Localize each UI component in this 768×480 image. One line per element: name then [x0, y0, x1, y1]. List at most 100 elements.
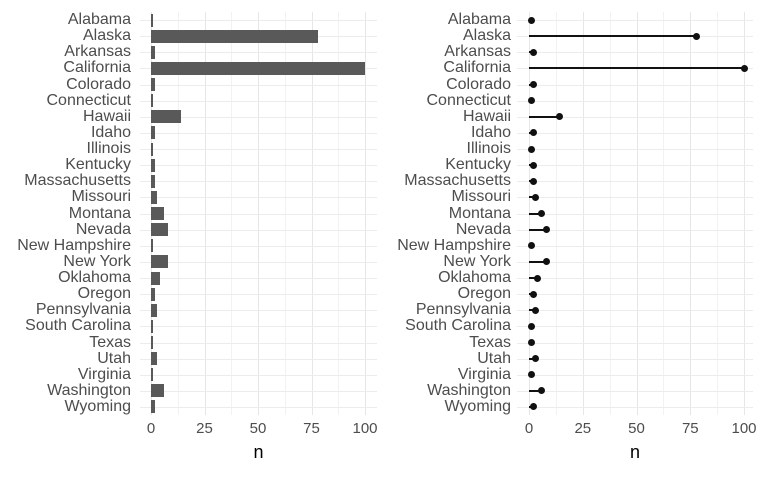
bar-new-hampshire — [151, 239, 154, 253]
bar-hawaii — [151, 110, 181, 124]
x-tick-label-75: 75 — [681, 420, 699, 437]
gridline-row-virginia — [517, 374, 753, 376]
bar-alaska — [151, 29, 318, 43]
gridline-row-texas — [140, 342, 377, 344]
lollipop-stick-washington — [529, 389, 542, 392]
lollipop-dot-massachusetts — [529, 177, 537, 185]
lollipop-stick-new-york — [529, 260, 547, 263]
bar-kentucky — [151, 158, 156, 172]
lollipop-dot-connecticut — [527, 97, 535, 105]
bar-alabama — [151, 13, 154, 27]
category-label-alaska: Alaska — [82, 27, 131, 45]
gridline-row-virginia — [140, 374, 377, 376]
x-tick-label-0: 0 — [146, 420, 156, 437]
lollipop-dot-new-hampshire — [527, 242, 535, 250]
category-label-new-hampshire: New Hampshire — [397, 236, 511, 254]
bar-texas — [151, 336, 154, 349]
x-axis-title: n — [253, 442, 264, 462]
x-axis-title: n — [629, 442, 641, 462]
category-label-pennsylvania: Pennsylvania — [35, 301, 131, 319]
category-label-wyoming: Wyoming — [64, 397, 131, 415]
category-label-alabama: Alabama — [67, 11, 131, 29]
lollipop-dot-illinois — [527, 145, 535, 153]
lollipop-stick-oklahoma — [529, 277, 538, 279]
gridline-row-nevada — [517, 229, 753, 231]
x-tick-label-50: 50 — [628, 420, 645, 437]
bar-new-york — [151, 255, 169, 269]
category-label-new-hampshire: New Hampshire — [17, 236, 131, 254]
lollipop-dot-missouri — [531, 193, 539, 201]
lollipop-dot-arkansas — [529, 48, 537, 56]
category-label-arkansas: Arkansas — [64, 43, 131, 61]
gridline-row-massachusetts — [517, 181, 753, 183]
category-label-missouri: Missouri — [71, 188, 131, 206]
lollipop-dot-california — [740, 64, 748, 72]
lollipop-stick-alaska — [529, 35, 697, 38]
category-label-nevada: Nevada — [75, 220, 131, 238]
bar-utah — [151, 352, 158, 366]
gridline-row-colorado — [140, 84, 377, 86]
plot-panel — [517, 12, 753, 415]
gridline-row-south-carolina — [140, 326, 377, 328]
x-tick-label-100: 100 — [731, 420, 757, 437]
x-tick-label-25: 25 — [196, 420, 213, 437]
category-label-arkansas: Arkansas — [444, 43, 511, 61]
category-label-alabama: Alabama — [447, 11, 511, 29]
gridline-row-oklahoma — [140, 278, 377, 279]
category-label-hawaii: Hawaii — [82, 107, 131, 125]
gridline-row-idaho — [517, 132, 753, 134]
x-tick-label-100: 100 — [352, 420, 378, 437]
lollipop-dot-utah — [531, 355, 539, 363]
bar-oregon — [151, 287, 156, 301]
bar-chart-panel: Alabama Alaska Arkansas California Colorado C… — [17, 11, 378, 462]
category-label-massachusetts: Massachusetts — [404, 172, 511, 190]
lollipop-dot-montana — [538, 210, 546, 217]
gridline-row-oklahoma — [517, 278, 753, 279]
gridline-row-connecticut — [517, 100, 753, 102]
gridline-row-idaho — [140, 132, 377, 134]
category-label-texas: Texas — [89, 333, 131, 351]
gridline-row-montana — [140, 213, 377, 215]
x-tick-label-75: 75 — [303, 420, 320, 437]
bar-pennsylvania — [151, 303, 158, 317]
gridline-row-illinois — [517, 149, 753, 150]
lollipop-dot-colorado — [529, 81, 537, 88]
category-label-pennsylvania: Pennsylvania — [415, 301, 511, 319]
category-label-utah: Utah — [97, 349, 131, 367]
gridline-row-washington — [517, 390, 753, 392]
category-label-montana: Montana — [448, 204, 511, 222]
category-label-nevada: Nevada — [455, 220, 511, 238]
lollipop-dot-virginia — [527, 371, 535, 379]
category-label-illinois: Illinois — [86, 140, 131, 157]
category-label-montana: Montana — [68, 204, 131, 222]
category-label-california: California — [443, 59, 511, 77]
lollipop-dot-kentucky — [529, 161, 537, 169]
gridline-row-colorado — [517, 84, 753, 86]
lollipop-stick-california — [529, 67, 744, 70]
gridline-row-wyoming — [140, 406, 377, 408]
gridline-row-pennsylvania — [140, 310, 377, 312]
gridline-row-alabama — [517, 20, 753, 22]
category-label-colorado: Colorado — [446, 75, 511, 93]
gridline-row-missouri — [517, 197, 753, 199]
lollipop-dot-oregon — [529, 290, 537, 298]
lollipop-dot-new-york — [542, 258, 550, 266]
gridline-row-missouri — [140, 197, 377, 199]
bar-south-carolina — [151, 319, 154, 333]
category-label-oklahoma: Oklahoma — [438, 269, 511, 286]
category-label-utah: Utah — [477, 349, 511, 367]
category-label-missouri: Missouri — [451, 188, 511, 206]
category-label-virginia: Virginia — [77, 365, 131, 383]
bar-oklahoma — [151, 271, 160, 285]
plot-panel — [140, 12, 377, 415]
gridline-row-hawaii — [517, 116, 753, 118]
x-tick-label-25: 25 — [574, 420, 592, 437]
bar-washington — [151, 384, 164, 398]
gridline-row-massachusetts — [140, 181, 377, 183]
lollipop-dot-nevada — [542, 226, 550, 234]
category-label-oklahoma: Oklahoma — [58, 269, 131, 286]
lollipop-dot-oklahoma — [534, 274, 542, 282]
lollipop-stick-hawaii — [529, 115, 560, 118]
lollipop-stick-nevada — [529, 228, 547, 231]
